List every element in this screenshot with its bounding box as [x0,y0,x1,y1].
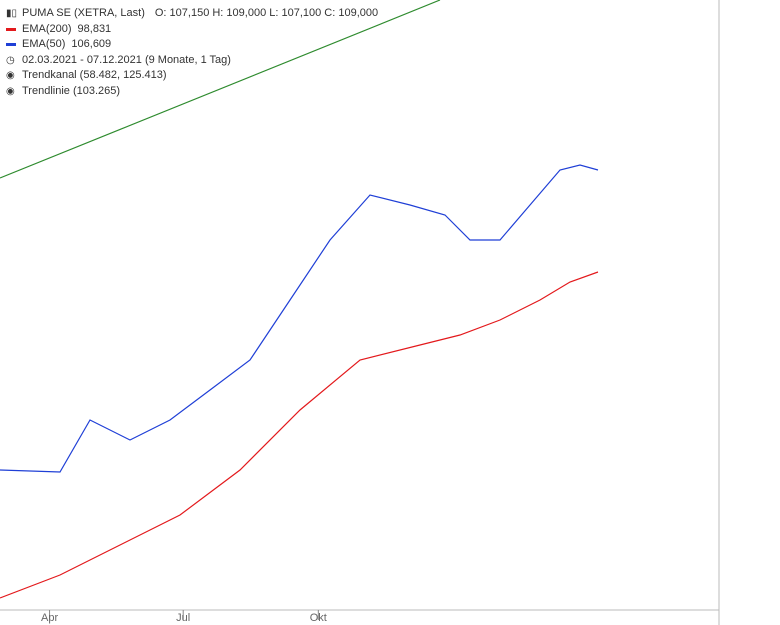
ema50-line [0,164,599,473]
x-tick-label: Apr [41,612,58,624]
trendkanal-text: Trendkanal (58.482, 125.413) [22,69,167,81]
y-axis: 81,00083,00085,00087,00089,00091,00095,0… [718,0,720,625]
instrument-title: PUMA SE (XETRA, Last) [22,7,145,19]
ohlc-values: O: 107,150 H: 109,000 L: 107,100 C: 109,… [154,7,379,19]
legend-trendlinie: ◉ Trendlinie (103.265) [6,84,378,100]
legend-period: ◷ 02.03.2021 - 07.12.2021 (9 Monate, 1 T… [6,53,378,69]
x-tick-label: Jul [176,612,190,624]
overlay-layer [0,0,599,599]
trendlinie-text: Trendlinie (103.265) [22,84,121,97]
legend-ema50: EMA(50) 106,609 [6,37,378,53]
ema50-value: 106,609 [71,38,112,50]
gear-icon: ◉ [6,85,15,97]
x-tick-label: Okt [310,612,327,624]
legend-trendkanal: ◉ Trendkanal (58.482, 125.413) [6,68,378,84]
ema200-value: 98,831 [77,22,112,35]
ema50-swatch-icon [6,37,18,53]
clock-icon: ◷ [6,54,15,66]
x-axis: Apr Jul Okt [0,609,719,624]
ema50-label: EMA(50) [22,38,66,50]
ema200-label: EMA(200) [22,22,72,35]
trendkanal-line [0,0,441,179]
candlestick-icon: ▮▯ [6,8,18,19]
gear-icon: ◉ [6,70,15,81]
ema200-line [0,271,599,599]
legend-ema200: EMA(200) 98,831 [6,22,378,38]
legend: ▮▯ PUMA SE (XETRA, Last) O: 107,150 H: 1… [6,6,378,99]
period-text: 02.03.2021 - 07.12.2021 (9 Monate, 1 Tag… [22,53,231,66]
ema200-swatch-icon [6,22,18,38]
legend-title-row: ▮▯ PUMA SE (XETRA, Last) O: 107,150 H: 1… [6,6,378,22]
